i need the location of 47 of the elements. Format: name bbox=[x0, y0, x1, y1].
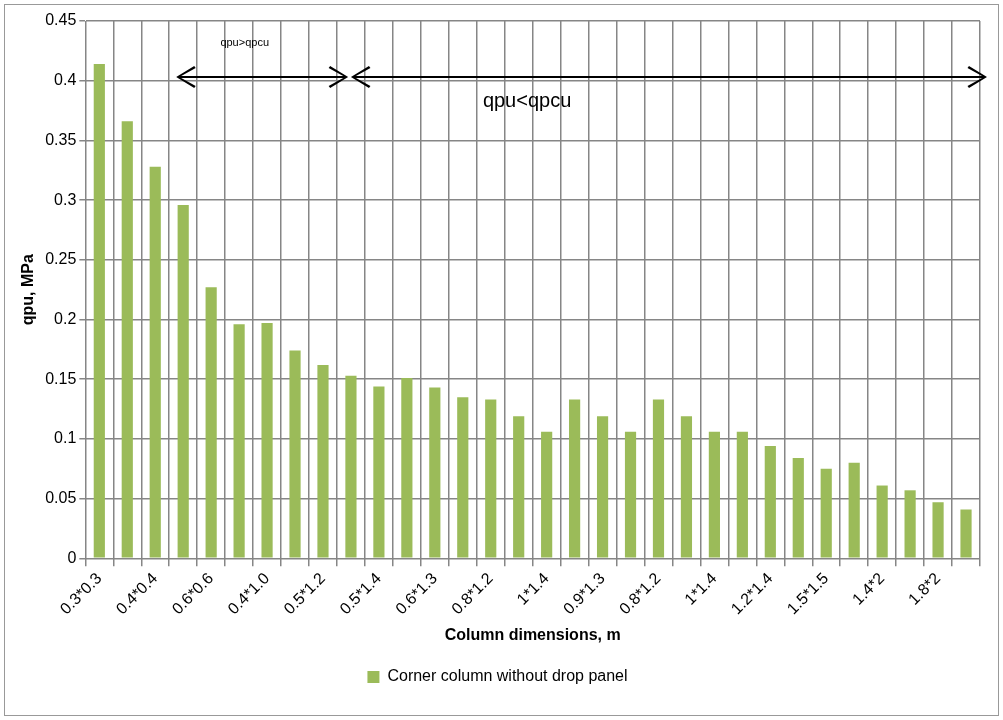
bar bbox=[764, 446, 776, 558]
bar bbox=[513, 416, 525, 558]
bar bbox=[373, 386, 385, 558]
bar bbox=[289, 350, 301, 558]
bar bbox=[708, 431, 720, 558]
y-tick-label: 0.2 bbox=[54, 309, 77, 327]
bar bbox=[457, 397, 469, 558]
bar bbox=[792, 458, 804, 558]
bar bbox=[261, 323, 273, 558]
bar bbox=[345, 375, 357, 558]
bar bbox=[569, 399, 581, 558]
legend-label: Corner column without drop panel bbox=[387, 667, 628, 685]
bar bbox=[904, 490, 916, 558]
y-tick-label: 0.05 bbox=[45, 489, 77, 507]
bar bbox=[652, 399, 665, 558]
bar bbox=[429, 387, 441, 558]
y-tick-label: 0.45 bbox=[45, 11, 77, 29]
bar bbox=[317, 364, 329, 558]
y-tick-label: 0 bbox=[67, 548, 77, 566]
bar bbox=[177, 204, 189, 558]
y-tick-label: 0.4 bbox=[54, 71, 77, 89]
bar bbox=[680, 416, 693, 558]
annotation: qpu>qpcu bbox=[220, 35, 270, 48]
y-tick-label: 0.25 bbox=[45, 250, 77, 268]
y-axis-title: qpu, MPa bbox=[19, 254, 37, 326]
y-tick-label: 0.3 bbox=[54, 190, 77, 208]
y-tick-label: 0.1 bbox=[54, 429, 77, 447]
bar bbox=[876, 485, 888, 558]
bar bbox=[848, 462, 860, 558]
bar bbox=[205, 287, 217, 558]
bar bbox=[485, 399, 497, 558]
y-tick-label: 0.35 bbox=[45, 130, 77, 148]
bar bbox=[121, 121, 133, 558]
y-tick-label: 0.15 bbox=[45, 369, 77, 387]
bar bbox=[820, 468, 832, 558]
bar bbox=[960, 509, 972, 558]
x-axis-title: Column dimensions, m bbox=[444, 625, 621, 643]
bar bbox=[233, 324, 245, 558]
bar bbox=[932, 502, 944, 558]
annotation: qpu<qpcu bbox=[482, 88, 572, 111]
bar bbox=[736, 431, 748, 558]
bar bbox=[624, 431, 637, 558]
bar bbox=[401, 378, 413, 558]
bar bbox=[93, 63, 105, 558]
bar bbox=[596, 416, 609, 558]
bar bbox=[149, 166, 161, 558]
bar bbox=[541, 431, 553, 558]
